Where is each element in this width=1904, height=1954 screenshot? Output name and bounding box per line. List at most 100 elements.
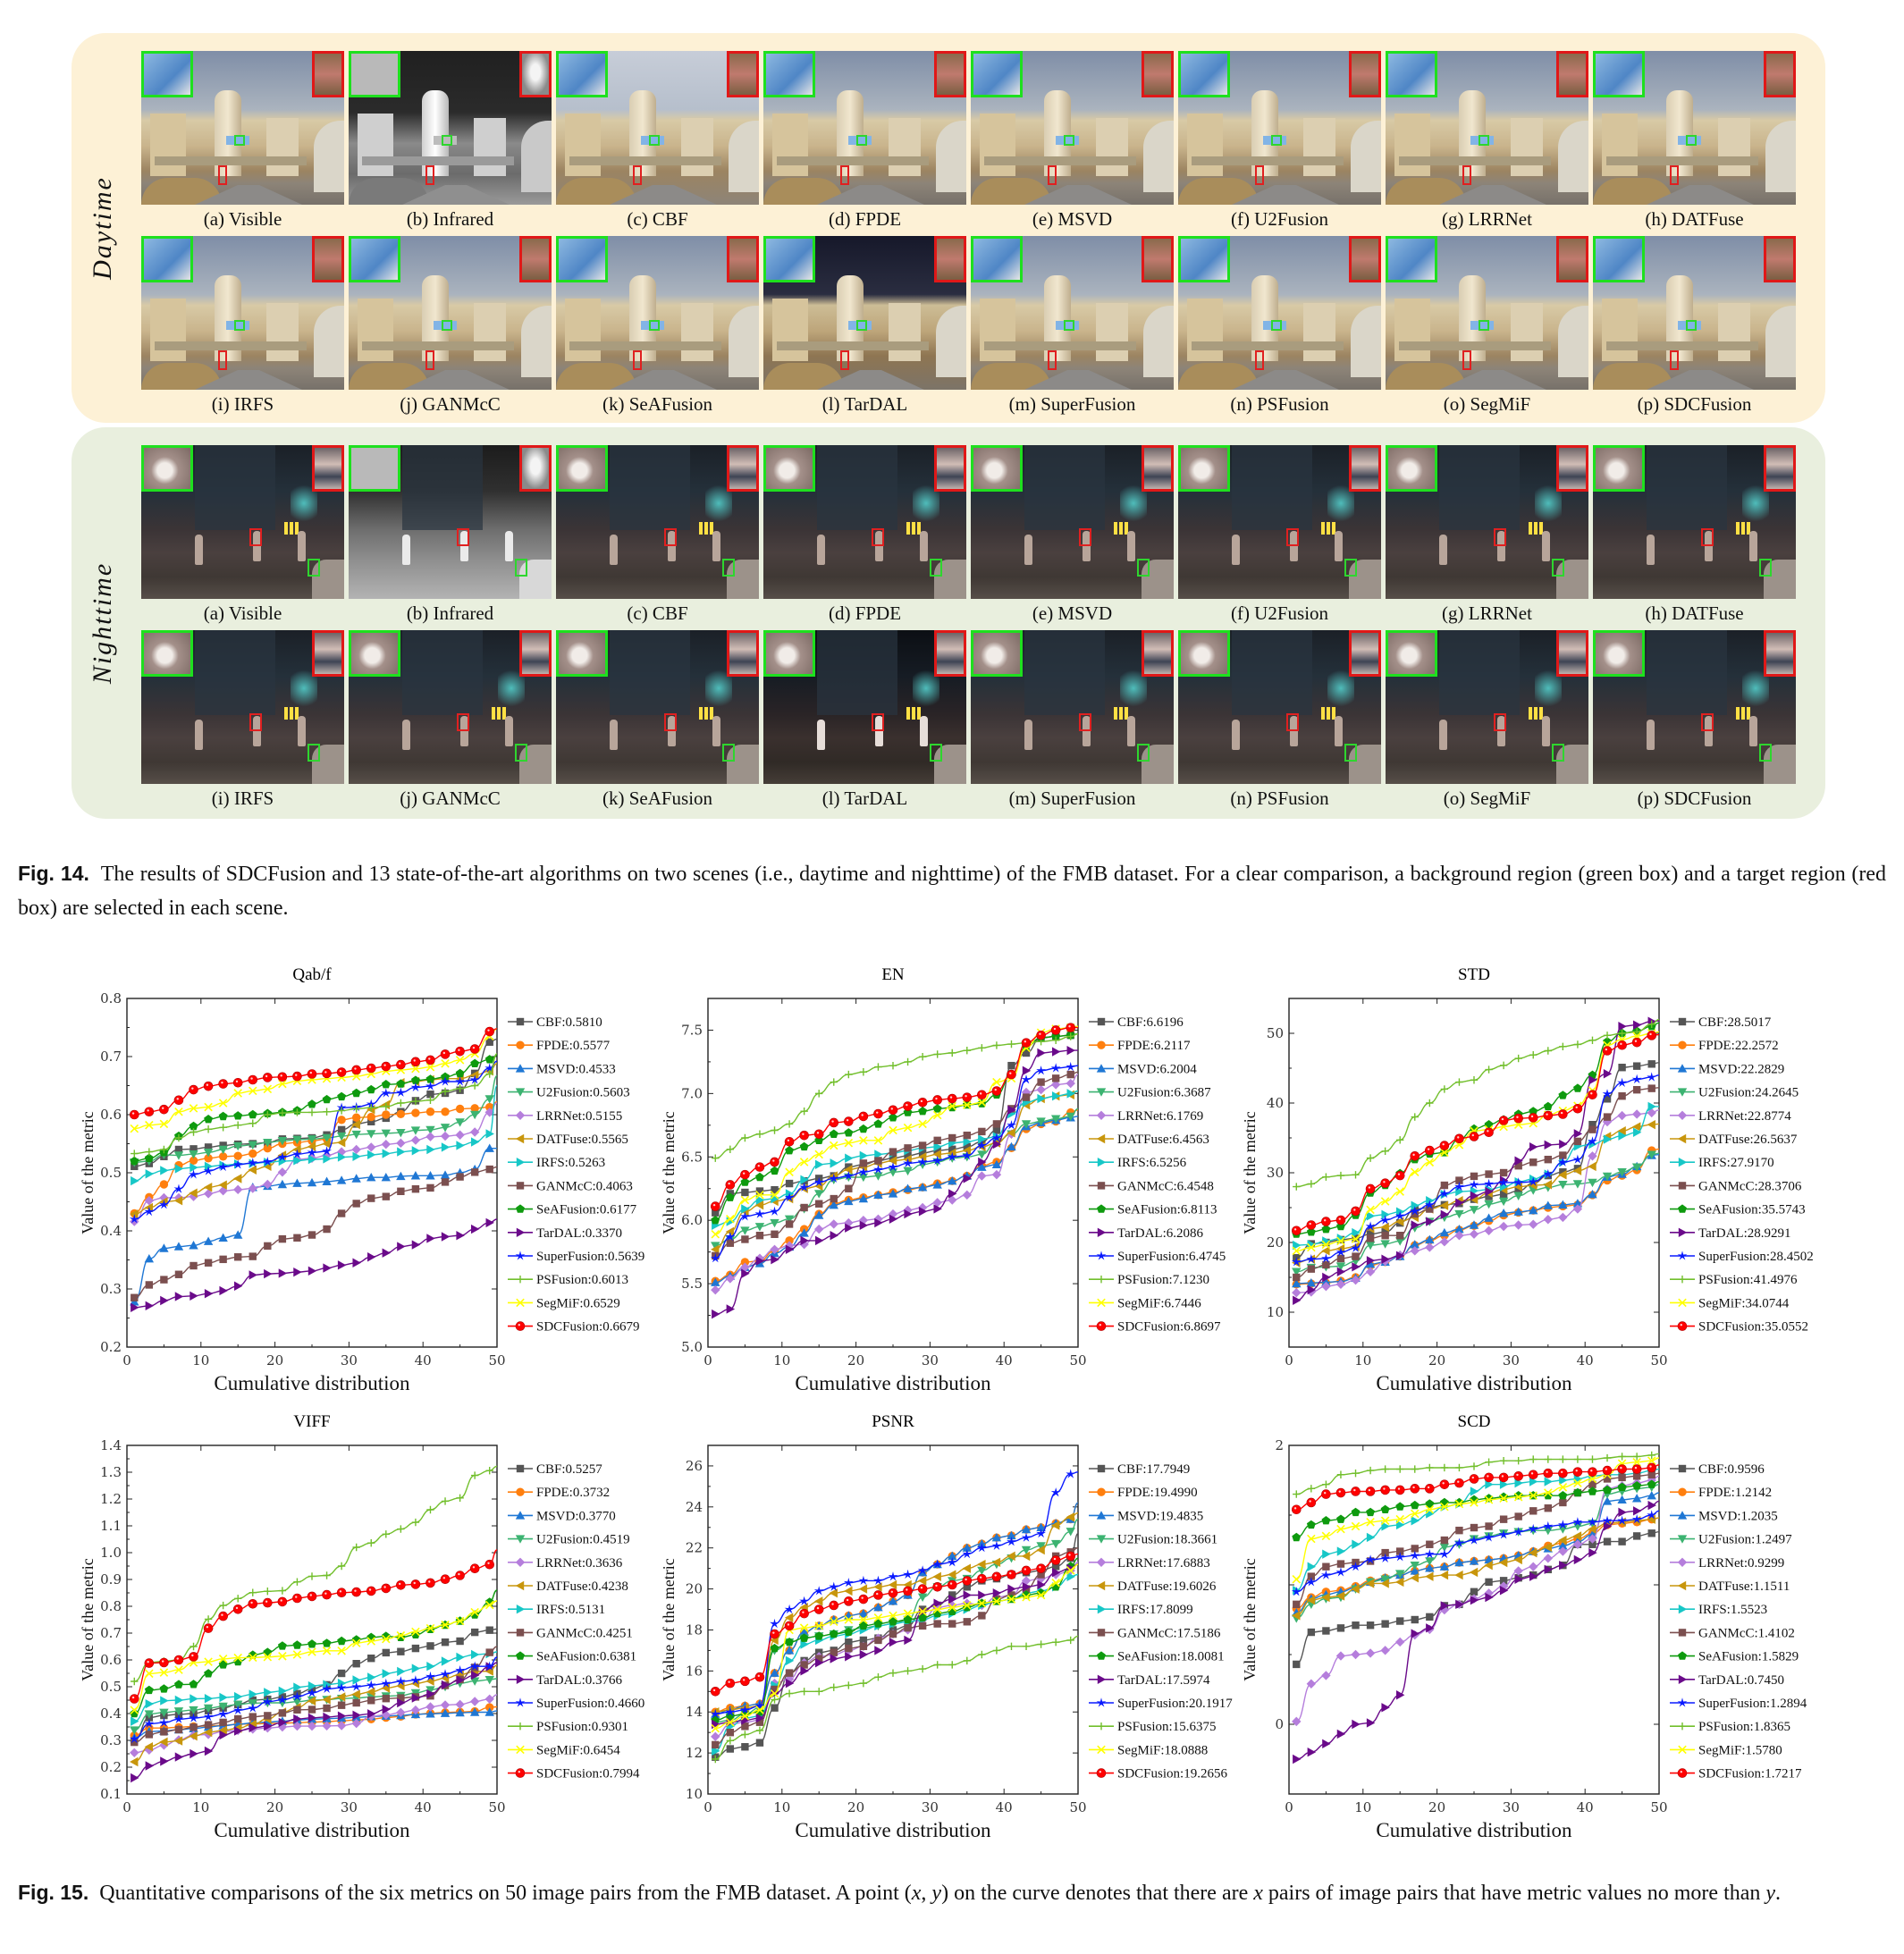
data-point bbox=[278, 1709, 287, 1717]
data-point bbox=[1572, 1517, 1583, 1527]
data-point bbox=[991, 1533, 1002, 1542]
data-point bbox=[932, 1155, 943, 1166]
target-region-marker bbox=[1462, 350, 1471, 370]
data-point bbox=[1050, 1520, 1060, 1530]
data-point bbox=[903, 1167, 913, 1176]
data-point bbox=[1380, 1485, 1390, 1495]
data-point bbox=[1529, 1477, 1538, 1487]
target-region-marker bbox=[872, 528, 884, 546]
data-point bbox=[366, 1687, 375, 1697]
legend-item: SegMiF:18.0888 bbox=[1089, 1743, 1208, 1757]
data-point bbox=[234, 1595, 242, 1603]
data-point bbox=[1470, 1487, 1479, 1496]
legend-item: GANMcC:17.5186 bbox=[1089, 1626, 1221, 1640]
target-zoom-inset bbox=[519, 630, 552, 677]
data-point bbox=[1498, 1116, 1509, 1125]
data-point bbox=[1603, 1134, 1613, 1144]
data-point bbox=[991, 1086, 1002, 1096]
series-sdcfusion bbox=[1291, 1031, 1659, 1236]
data-point bbox=[1632, 1127, 1642, 1137]
data-point bbox=[189, 1188, 198, 1198]
data-point bbox=[1469, 1567, 1479, 1578]
data-point bbox=[396, 1128, 406, 1138]
data-point bbox=[712, 1740, 720, 1749]
legend-marker bbox=[1677, 1580, 1687, 1591]
x-tick-label: 40 bbox=[996, 1352, 1013, 1369]
data-point bbox=[410, 1126, 421, 1135]
data-point bbox=[1543, 1168, 1554, 1179]
data-point bbox=[308, 1154, 317, 1165]
data-point bbox=[1588, 1517, 1597, 1527]
data-point bbox=[322, 1695, 331, 1705]
image-label: (i) IRFS bbox=[211, 787, 274, 809]
data-point bbox=[1352, 1719, 1361, 1730]
data-point bbox=[174, 1725, 183, 1734]
data-point bbox=[1292, 1287, 1302, 1298]
data-point bbox=[1351, 1521, 1361, 1531]
data-point bbox=[815, 1235, 824, 1246]
data-point bbox=[710, 1686, 720, 1697]
data-point bbox=[771, 1185, 779, 1194]
legend-item: DATFuse:26.5637 bbox=[1670, 1133, 1798, 1147]
data-point bbox=[455, 1118, 465, 1127]
legend-label: U2Fusion:0.5603 bbox=[536, 1086, 630, 1100]
data-point bbox=[1380, 1579, 1389, 1588]
data-point bbox=[144, 1742, 154, 1752]
target-zoom-inset bbox=[1556, 236, 1588, 282]
data-point bbox=[1036, 1522, 1046, 1531]
background-zoom-inset bbox=[556, 630, 608, 677]
data-point bbox=[932, 1180, 942, 1189]
data-point bbox=[263, 1139, 273, 1148]
fused-image bbox=[349, 236, 552, 390]
legend-label: IRFS:6.5256 bbox=[1117, 1156, 1187, 1170]
data-point bbox=[381, 1139, 391, 1150]
legend-item: TarDAL:0.3766 bbox=[508, 1673, 623, 1688]
y-tick-label: 1.4 bbox=[100, 1437, 122, 1453]
x-tick-label: 50 bbox=[1069, 1352, 1086, 1369]
data-point bbox=[381, 1583, 392, 1594]
legend-label: CBF:0.5257 bbox=[536, 1462, 602, 1477]
data-point bbox=[830, 1654, 838, 1663]
data-point bbox=[144, 1254, 155, 1263]
data-point bbox=[159, 1708, 169, 1717]
data-point bbox=[1050, 1115, 1061, 1124]
data-point bbox=[784, 1621, 795, 1631]
data-point bbox=[1292, 1611, 1301, 1621]
data-point bbox=[1588, 1178, 1597, 1188]
data-point bbox=[1514, 1187, 1522, 1195]
result-image-cell: (e) MSVD bbox=[971, 445, 1174, 630]
legend-label: SeAFusion:18.0081 bbox=[1117, 1650, 1225, 1664]
data-point bbox=[725, 1231, 736, 1242]
data-point bbox=[1631, 1122, 1641, 1132]
legend-item: PSFusion:7.1230 bbox=[1089, 1273, 1209, 1287]
legend-label: PSFusion:0.9301 bbox=[536, 1720, 628, 1734]
data-point bbox=[829, 1219, 838, 1229]
background-zoom-inset bbox=[556, 445, 608, 492]
y-tick-label: 10 bbox=[686, 1786, 703, 1802]
data-point bbox=[859, 1679, 868, 1688]
data-point bbox=[1007, 1040, 1015, 1049]
data-point bbox=[307, 1591, 317, 1602]
data-point bbox=[1513, 1220, 1523, 1230]
data-point bbox=[726, 1239, 735, 1247]
data-point bbox=[1631, 1494, 1642, 1503]
data-point bbox=[470, 1607, 479, 1617]
x-tick-label: 10 bbox=[192, 1352, 209, 1369]
data-point bbox=[726, 1717, 735, 1727]
legend-label: LRRNet:0.9299 bbox=[1698, 1556, 1784, 1571]
legend-marker bbox=[1097, 1040, 1106, 1049]
data-point bbox=[1529, 1050, 1538, 1059]
y-tick-label: 0.1 bbox=[100, 1786, 122, 1802]
data-point bbox=[799, 1182, 810, 1192]
data-point bbox=[396, 1079, 406, 1088]
data-point bbox=[190, 1694, 198, 1704]
legend-item: FPDE:0.5577 bbox=[508, 1039, 611, 1053]
data-point bbox=[978, 1127, 986, 1136]
y-tick-label: 0.3 bbox=[100, 1281, 122, 1297]
data-point bbox=[800, 1203, 808, 1212]
data-point bbox=[351, 1587, 361, 1597]
legend-marker bbox=[1097, 1276, 1106, 1284]
x-tick-label: 30 bbox=[1503, 1799, 1520, 1815]
data-point bbox=[947, 1557, 957, 1567]
data-point bbox=[278, 1686, 288, 1696]
